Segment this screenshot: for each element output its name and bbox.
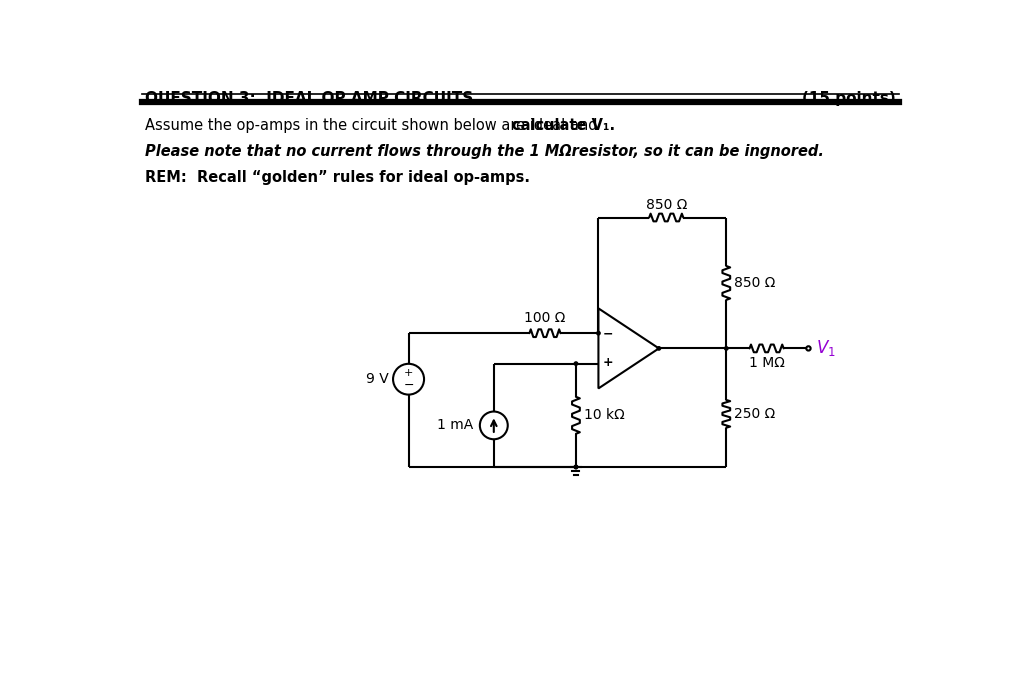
Circle shape (574, 466, 578, 468)
Circle shape (574, 466, 578, 468)
Circle shape (657, 347, 660, 350)
Text: 250 Ω: 250 Ω (734, 407, 775, 421)
Text: 850 Ω: 850 Ω (645, 198, 687, 212)
Text: calculate V₁.: calculate V₁. (512, 118, 614, 133)
Text: 850 Ω: 850 Ω (734, 276, 775, 290)
Circle shape (725, 347, 728, 350)
Circle shape (806, 346, 811, 351)
Text: 100 Ω: 100 Ω (524, 312, 565, 326)
Text: −: − (403, 379, 414, 392)
Text: +: + (602, 356, 613, 370)
Text: 10 kΩ: 10 kΩ (584, 409, 625, 422)
Text: QUESTION 3:  IDEAL OP AMP CIRCUITS: QUESTION 3: IDEAL OP AMP CIRCUITS (145, 90, 473, 106)
Circle shape (574, 362, 578, 365)
Text: REM:  Recall “golden” rules for ideal op-amps.: REM: Recall “golden” rules for ideal op-… (145, 170, 530, 185)
Text: 1 mA: 1 mA (437, 418, 474, 432)
Text: $V_1$: $V_1$ (816, 338, 836, 358)
Text: 9 V: 9 V (366, 372, 388, 386)
Text: Please note that no current flows through the 1 MΩ​resistor, so it can be ingnor: Please note that no current flows throug… (145, 144, 824, 159)
Text: 1 MΩ: 1 MΩ (749, 356, 784, 370)
Text: (15 points): (15 points) (802, 90, 895, 106)
Text: Assume the op-amps in the circuit shown below are ideal and: Assume the op-amps in the circuit shown … (145, 118, 602, 133)
Circle shape (597, 331, 600, 335)
Text: +: + (403, 368, 414, 379)
Text: −: − (602, 327, 613, 340)
